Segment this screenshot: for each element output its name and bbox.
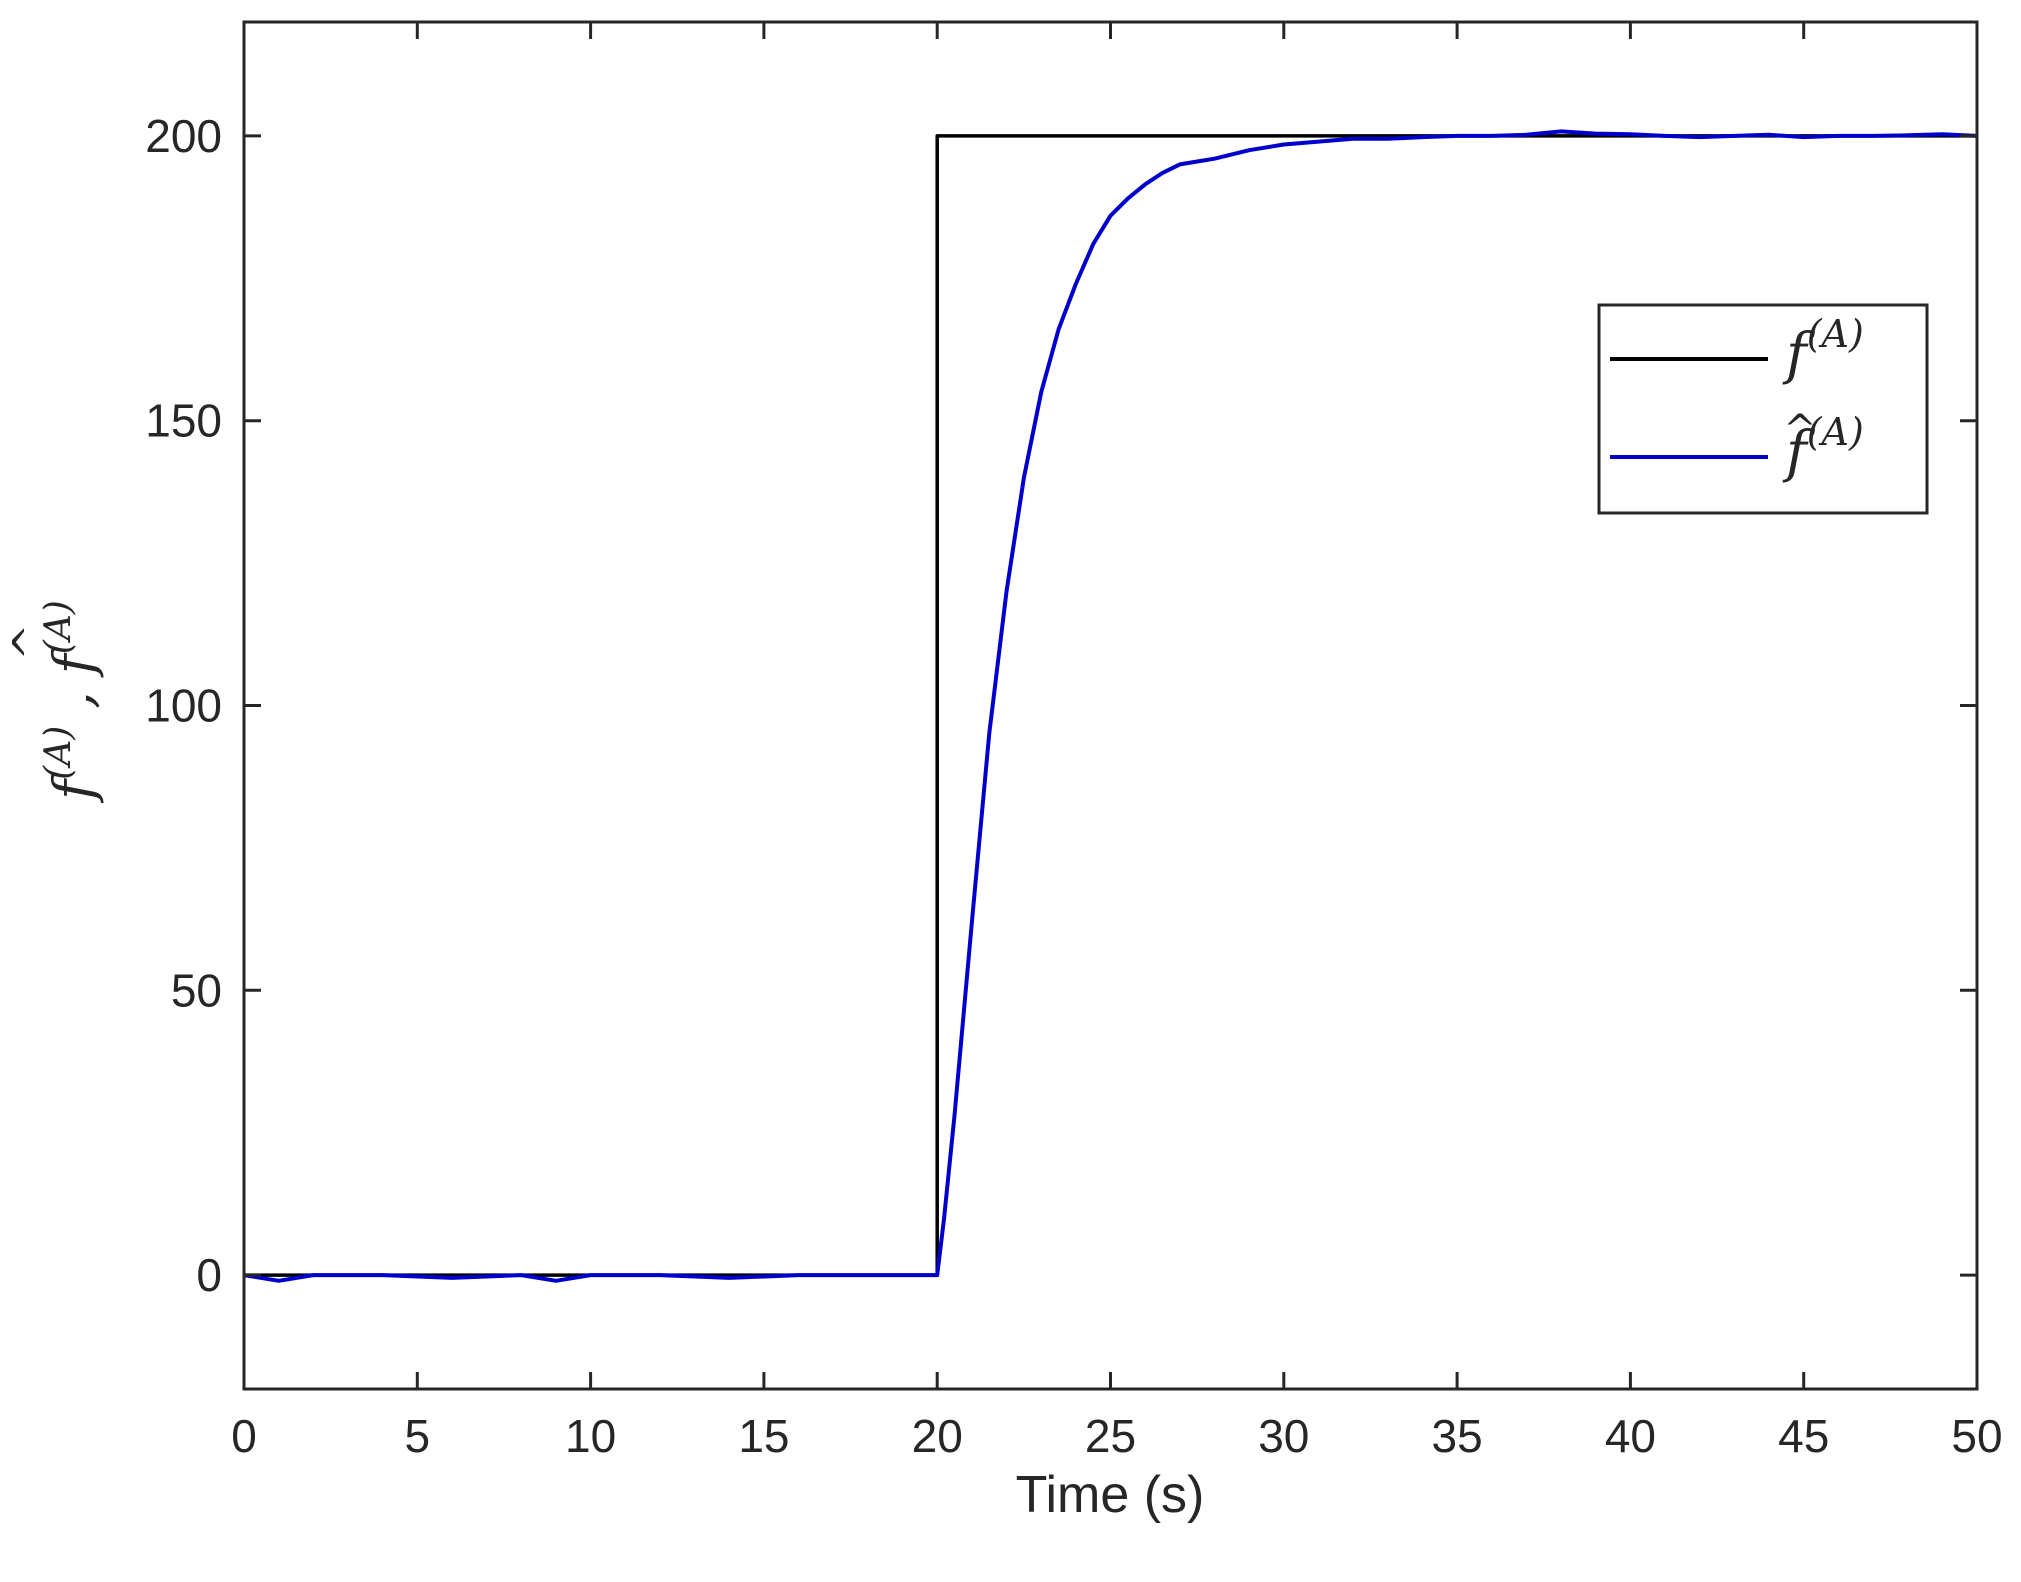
y-tick-label: 50 (171, 964, 222, 1016)
x-tick-label: 35 (1432, 1410, 1483, 1462)
x-tick-label: 25 (1085, 1410, 1136, 1462)
legend: f(A)f(A)^ (1597, 303, 1929, 515)
y-axis-label: f(A) , f(A) ^ (4, 600, 105, 804)
svg-text:f(A) , f(A): f(A) , f(A) (38, 600, 105, 804)
plot-area (244, 22, 1977, 1389)
legend-label-1: f(A) (1782, 410, 1864, 485)
x-tick-label: 30 (1258, 1410, 1309, 1462)
x-tick-label: 45 (1778, 1410, 1829, 1462)
x-tick-label: 0 (231, 1410, 257, 1462)
series-line-1 (243, 129, 1978, 1283)
x-tick-label: 40 (1605, 1410, 1656, 1462)
y-label-sep: , (42, 674, 105, 726)
axes-box (242, 20, 1979, 1391)
x-tick-label: 15 (738, 1410, 789, 1462)
legend-box (1597, 303, 1929, 515)
y-tick-label: 0 (196, 1249, 222, 1301)
legend-label-0: f(A) (1782, 312, 1864, 387)
x-tick-label: 50 (1951, 1410, 2002, 1462)
y-label-hat: ^ (4, 624, 55, 661)
y-label-sup2: (A) (38, 600, 79, 654)
x-tick-label: 10 (565, 1410, 616, 1462)
y-tick-label: 200 (145, 110, 222, 162)
y-label-sup1: (A) (38, 726, 79, 780)
x-tick-label: 5 (405, 1410, 431, 1462)
y-tick-label: 100 (145, 680, 222, 732)
y-tick-label: 150 (145, 395, 222, 447)
ticks-layer: 0 5 10 15 20 25 30 35 40 45 50 0 50 100 150 200 (145, 22, 2003, 1462)
x-tick-label: 20 (912, 1410, 963, 1462)
legend-hat-1: ^ (1783, 407, 1817, 453)
series-layer (243, 129, 1978, 1283)
x-axis-label: Time (s) (1016, 1466, 1205, 1524)
